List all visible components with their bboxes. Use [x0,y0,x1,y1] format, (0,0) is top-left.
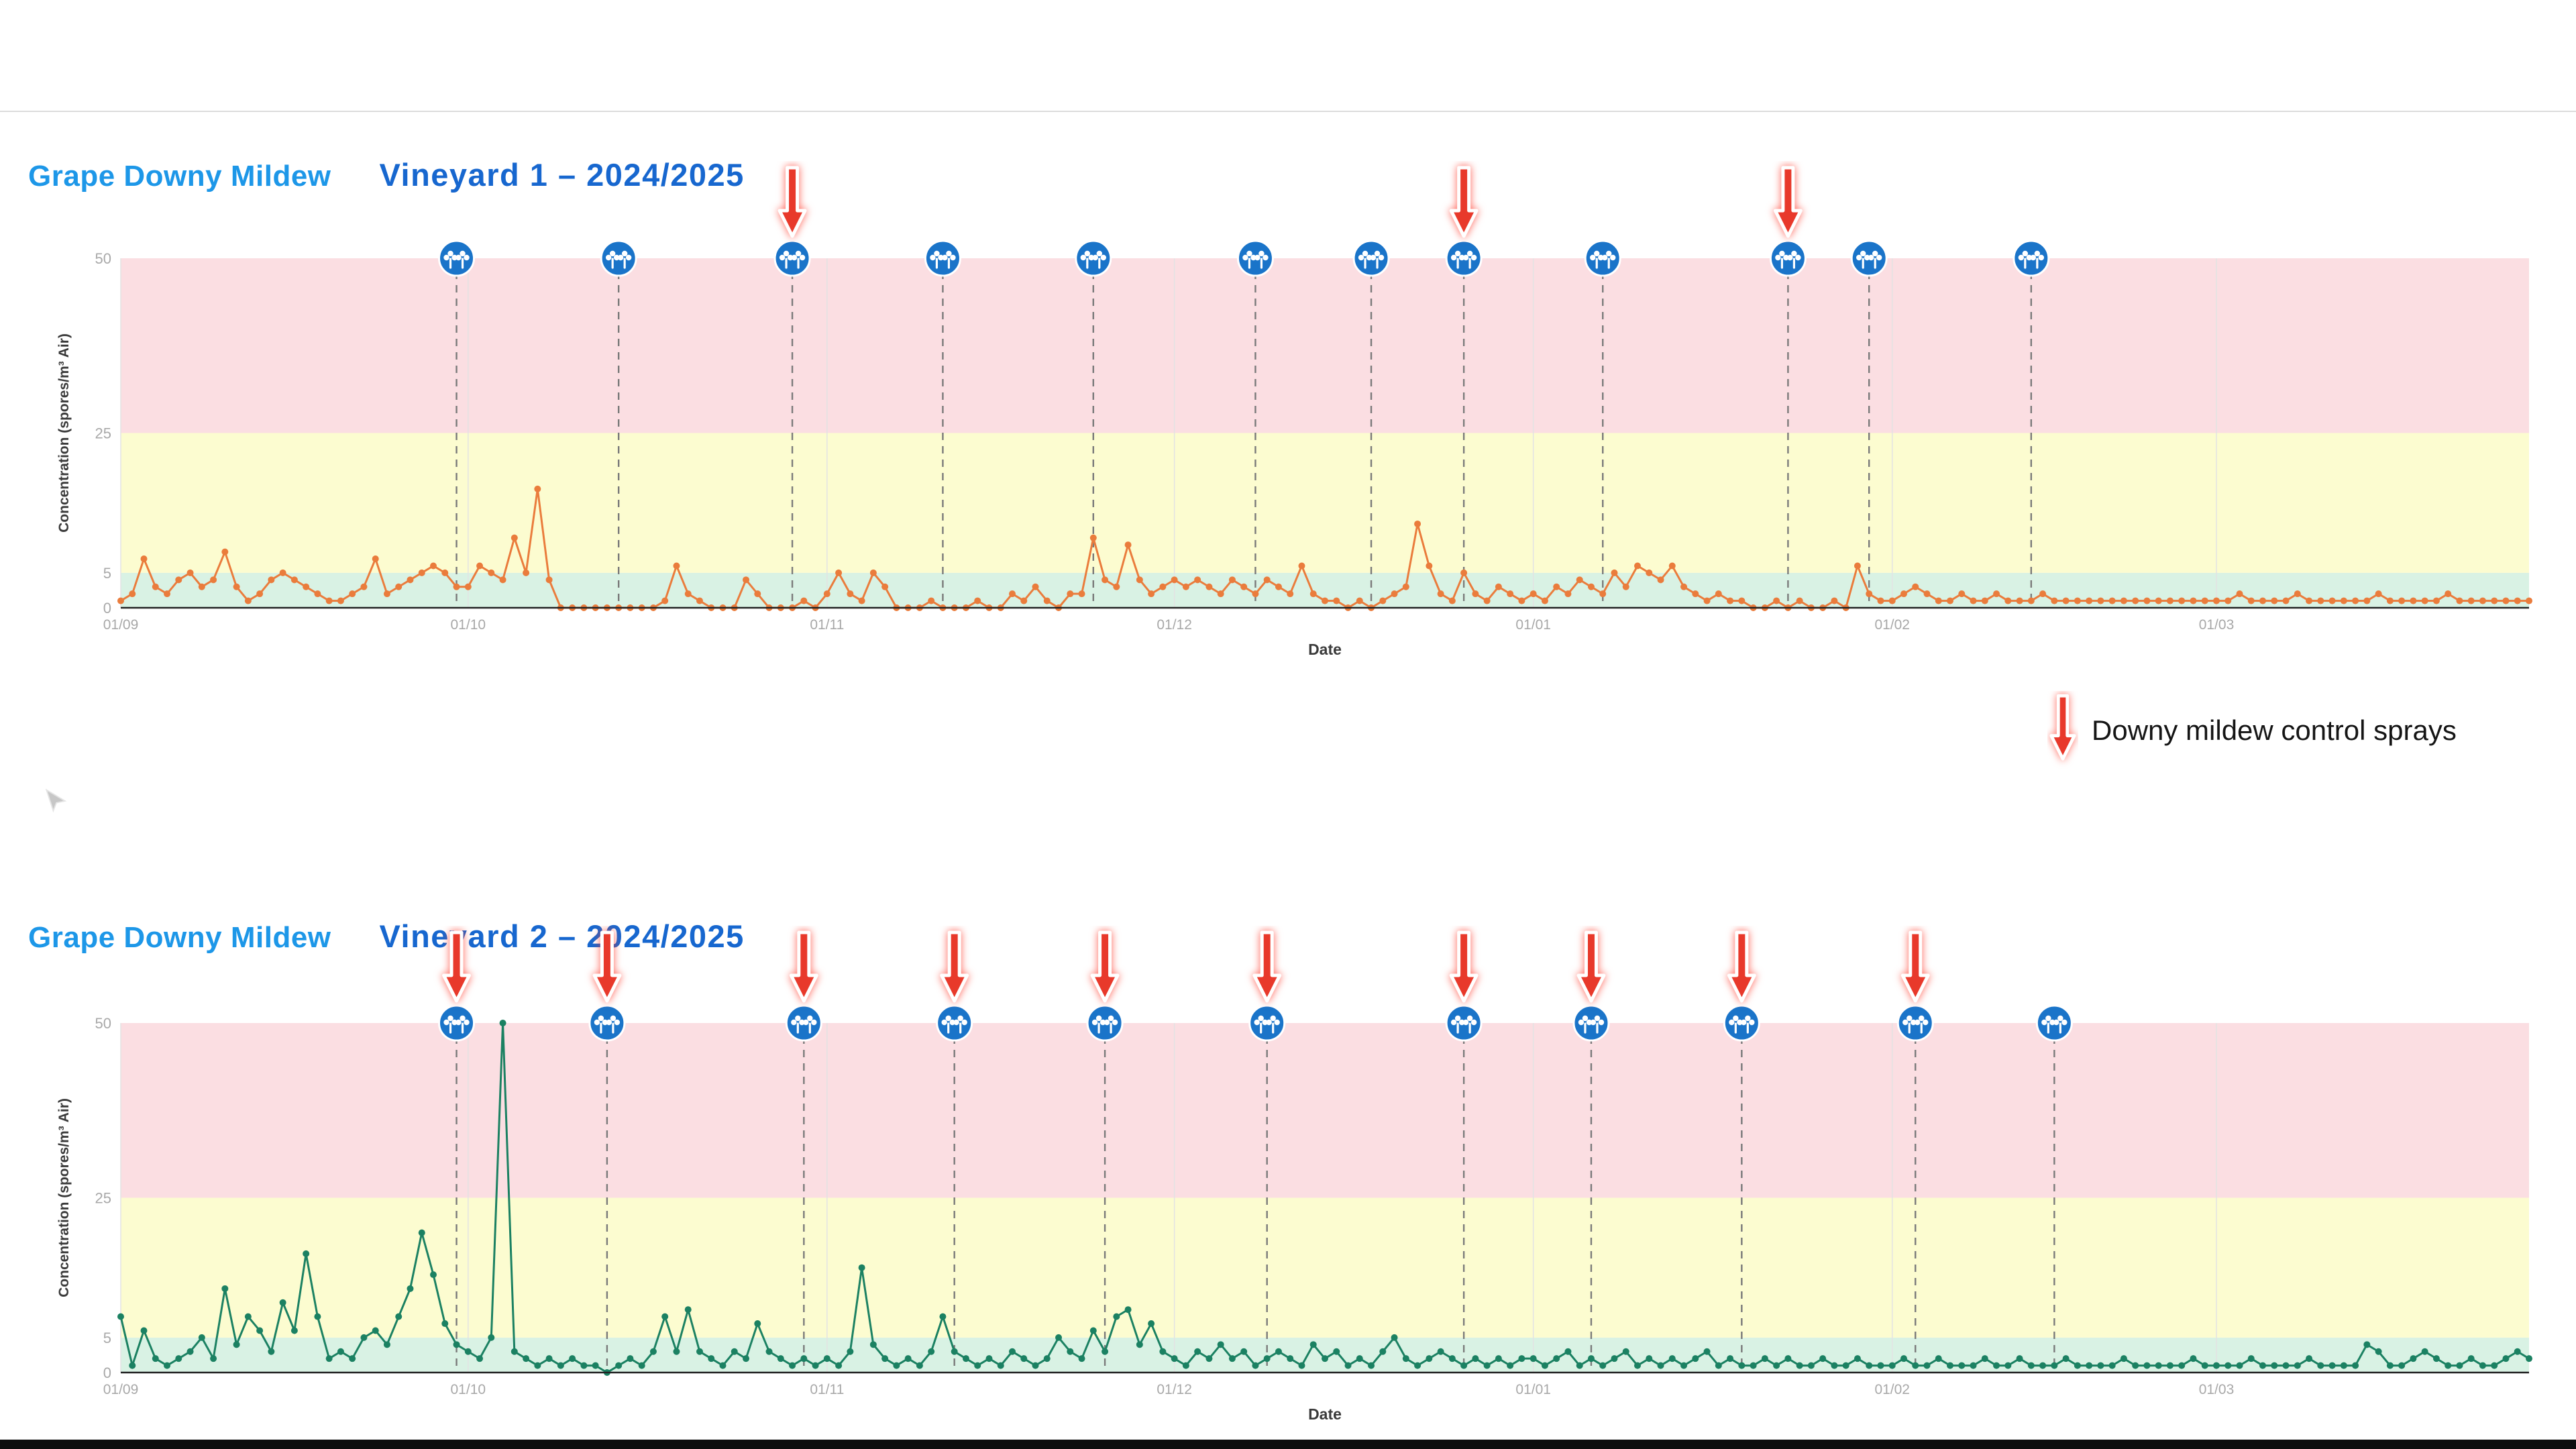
svg-text:01/03: 01/03 [2199,617,2235,633]
chart1-series-title: Grape Downy Mildew [28,160,331,193]
svg-text:01/03: 01/03 [2199,1382,2235,1397]
svg-text:Concentration (spores/m³ Air): Concentration (spores/m³ Air) [56,1098,72,1297]
svg-text:50: 50 [95,1015,111,1032]
vineyard2-chart: 0 5 25 50 01/09 01/10 01/11 01/12 01/01 01/02 01/0… [56,930,2532,1423]
svg-text:01/11: 01/11 [810,617,844,633]
mouse-cursor [42,786,71,819]
svg-text:5: 5 [103,1330,111,1346]
svg-text:01/01: 01/01 [1515,617,1551,633]
svg-text:0: 0 [103,600,111,616]
chart1-title: Grape Downy Mildew Vineyard 1 – 2024/202… [28,156,745,193]
vineyard1-chart: 0 5 25 50 01/09 01/10 01/11 01/12 01/01 01/02 01/0… [56,166,2532,658]
svg-text:01/11: 01/11 [810,1382,844,1397]
chart2-title: Grape Downy Mildew Vineyard 2 – 2024/202… [28,918,745,955]
svg-text:50: 50 [95,250,111,267]
svg-text:Concentration (spores/m³ Air): Concentration (spores/m³ Air) [56,333,72,533]
svg-text:25: 25 [95,425,111,442]
svg-text:01/12: 01/12 [1157,1382,1192,1397]
svg-text:01/09: 01/09 [103,1382,139,1397]
svg-text:Date: Date [1308,641,1342,658]
svg-text:01/12: 01/12 [1157,617,1192,633]
svg-text:01/02: 01/02 [1874,1382,1910,1397]
top-separator-line [0,111,2576,112]
svg-text:Date: Date [1308,1405,1342,1423]
chart1-subtitle: Vineyard 1 – 2024/2025 [379,157,745,193]
svg-text:01/02: 01/02 [1874,617,1910,633]
chart2-series-title: Grape Downy Mildew [28,921,331,954]
svg-text:01/01: 01/01 [1515,1382,1551,1397]
svg-text:01/09: 01/09 [103,617,139,633]
svg-text:0: 0 [103,1364,111,1381]
spray-legend-label: Downy mildew control sprays [2092,714,2457,746]
spray-arrow-icon [2049,694,2076,761]
chart2-subtitle: Vineyard 2 – 2024/2025 [379,918,745,954]
svg-text:01/10: 01/10 [451,1382,486,1397]
bottom-black-bar [0,1440,2576,1449]
spray-legend: Downy mildew control sprays [2047,691,2457,770]
svg-text:25: 25 [95,1190,111,1207]
svg-text:01/10: 01/10 [451,617,486,633]
svg-text:5: 5 [103,565,111,582]
